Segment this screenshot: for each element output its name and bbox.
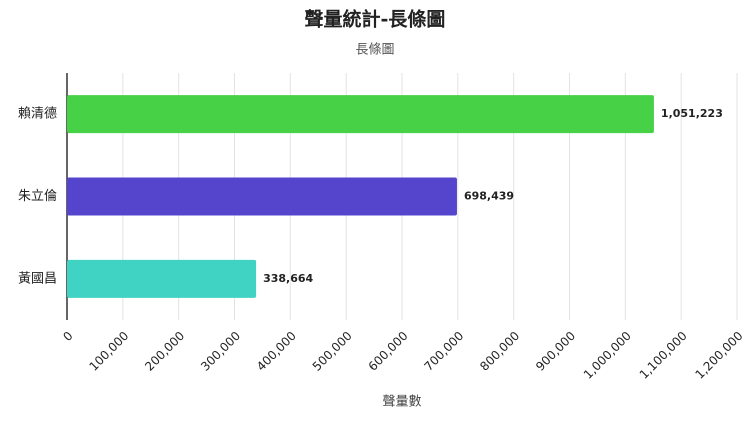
x-tick-label: 1,000,000 (581, 329, 634, 382)
value-label: 1,051,223 (661, 107, 723, 120)
x-tick-label: 300,000 (198, 329, 243, 374)
y-tick-label: 朱立倫 (18, 189, 57, 204)
x-tick-label: 1,100,000 (637, 329, 690, 382)
y-tick-label: 賴清德 (18, 107, 57, 122)
x-tick-label: 0 (60, 329, 75, 344)
bar (67, 259, 257, 298)
value-label: 698,439 (464, 190, 514, 203)
x-tick-label: 900,000 (533, 329, 578, 374)
bar (67, 177, 457, 216)
x-tick-label: 500,000 (310, 329, 355, 374)
x-tick-label: 400,000 (254, 329, 299, 374)
y-tick-label: 黃國昌 (18, 271, 57, 286)
x-tick-label: 200,000 (142, 329, 187, 374)
x-tick-label: 700,000 (421, 329, 466, 374)
value-label: 338,664 (263, 272, 313, 285)
x-tick-label: 1,200,000 (693, 329, 746, 382)
x-tick-label: 800,000 (477, 329, 522, 374)
x-tick-label: 100,000 (86, 329, 131, 374)
chart-subtitle: 長條圖 (355, 43, 394, 58)
chart-title: 聲量統計-長條圖 (305, 8, 446, 31)
bar (67, 95, 654, 134)
x-tick-label: 600,000 (366, 329, 411, 374)
x-axis-label: 聲量數 (382, 394, 421, 410)
